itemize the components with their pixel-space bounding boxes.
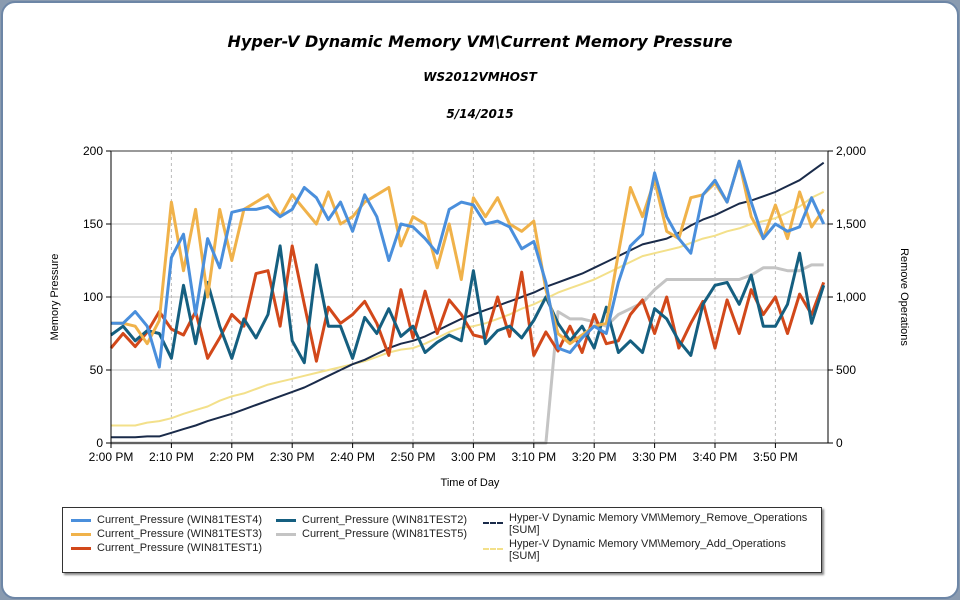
legend-label: Hyper-V Dynamic Memory VM\Memory_Remove_… xyxy=(509,512,808,536)
legend-swatch xyxy=(483,522,503,524)
legend-label: Current_Pressure (WIN81TEST4) xyxy=(97,514,263,526)
series-line-current-pressure-win81test5- xyxy=(111,263,824,445)
legend-label: Current_Pressure (WIN81TEST3) xyxy=(97,528,263,540)
y2-tick-label: 1,500 xyxy=(836,217,866,231)
legend-swatch xyxy=(71,547,91,550)
chart-date: 5/14/2015 xyxy=(446,107,514,121)
x-tick-label: 2:40 PM xyxy=(330,450,375,464)
y-tick-label: 100 xyxy=(83,290,103,304)
x-tick-label: 3:30 PM xyxy=(632,450,677,464)
x-tick-label: 2:00 PM xyxy=(89,450,134,464)
x-axis-label: Time of Day xyxy=(441,477,500,489)
series-line-current-pressure-win81test4- xyxy=(111,159,826,369)
legend-swatch xyxy=(276,519,296,522)
y2-tick-label: 1,000 xyxy=(836,290,866,304)
y-axis-label: Memory Pressure xyxy=(49,254,61,341)
x-tick-label: 3:20 PM xyxy=(572,450,617,464)
legend-item-win81test3: Current_Pressure (WIN81TEST3) xyxy=(71,528,262,540)
legend-item-remove-operations: Hyper-V Dynamic Memory VM\Memory_Remove_… xyxy=(483,512,813,536)
legend-item-win81test4: Current_Pressure (WIN81TEST4) xyxy=(71,514,262,526)
x-tick-label: 2:20 PM xyxy=(209,450,254,464)
x-tick-label: 3:40 PM xyxy=(693,450,738,464)
chart-title: Hyper-V Dynamic Memory VM\Current Memory… xyxy=(227,32,733,51)
legend-item-win81test2: Current_Pressure (WIN81TEST2) xyxy=(276,514,467,526)
series-line-current-pressure-win81test2- xyxy=(110,244,826,365)
y-tick-label: 0 xyxy=(96,436,103,450)
y-tick-label: 150 xyxy=(83,217,103,231)
x-tick-label: 2:30 PM xyxy=(270,450,315,464)
legend-label: Current_Pressure (WIN81TEST5) xyxy=(302,528,468,540)
legend-swatch xyxy=(276,533,296,536)
legend-label: Current_Pressure (WIN81TEST2) xyxy=(302,514,468,526)
y2-tick-label: 2,000 xyxy=(836,144,866,158)
y2-axis-label: Remove Operations xyxy=(898,248,910,346)
legend-item-win81test1: Current_Pressure (WIN81TEST1) xyxy=(71,542,262,554)
x-tick-label: 3:10 PM xyxy=(511,450,556,464)
legend-swatch xyxy=(483,548,503,550)
legend-item-win81test5: Current_Pressure (WIN81TEST5) xyxy=(276,528,467,540)
legend-label: Current_Pressure (WIN81TEST1) xyxy=(97,542,263,554)
x-tick-label: 2:50 PM xyxy=(391,450,436,464)
x-tick-label: 2:10 PM xyxy=(149,450,194,464)
series-line-current-pressure-win81test1- xyxy=(109,244,826,363)
x-tick-label: 3:00 PM xyxy=(451,450,496,464)
y-tick-label: 200 xyxy=(83,144,103,158)
legend-item-add-operations: Hyper-V Dynamic Memory VM\Memory_Add_Ope… xyxy=(483,538,813,562)
chart-subtitle: WS2012VMHOST xyxy=(423,70,537,84)
y2-tick-label: 500 xyxy=(836,363,856,377)
y2-tick-label: 0 xyxy=(836,436,843,450)
legend-swatch xyxy=(71,533,91,536)
x-tick-label: 3:50 PM xyxy=(753,450,798,464)
legend-swatch xyxy=(71,519,91,522)
legend-label: Hyper-V Dynamic Memory VM\Memory_Add_Ope… xyxy=(509,538,786,562)
legend: Current_Pressure (WIN81TEST4) Current_Pr… xyxy=(62,507,822,573)
y-tick-label: 50 xyxy=(90,363,104,377)
series-line-hyper-v-dynamic-memory-vm-memory-remove-operations-sum- xyxy=(111,161,825,439)
